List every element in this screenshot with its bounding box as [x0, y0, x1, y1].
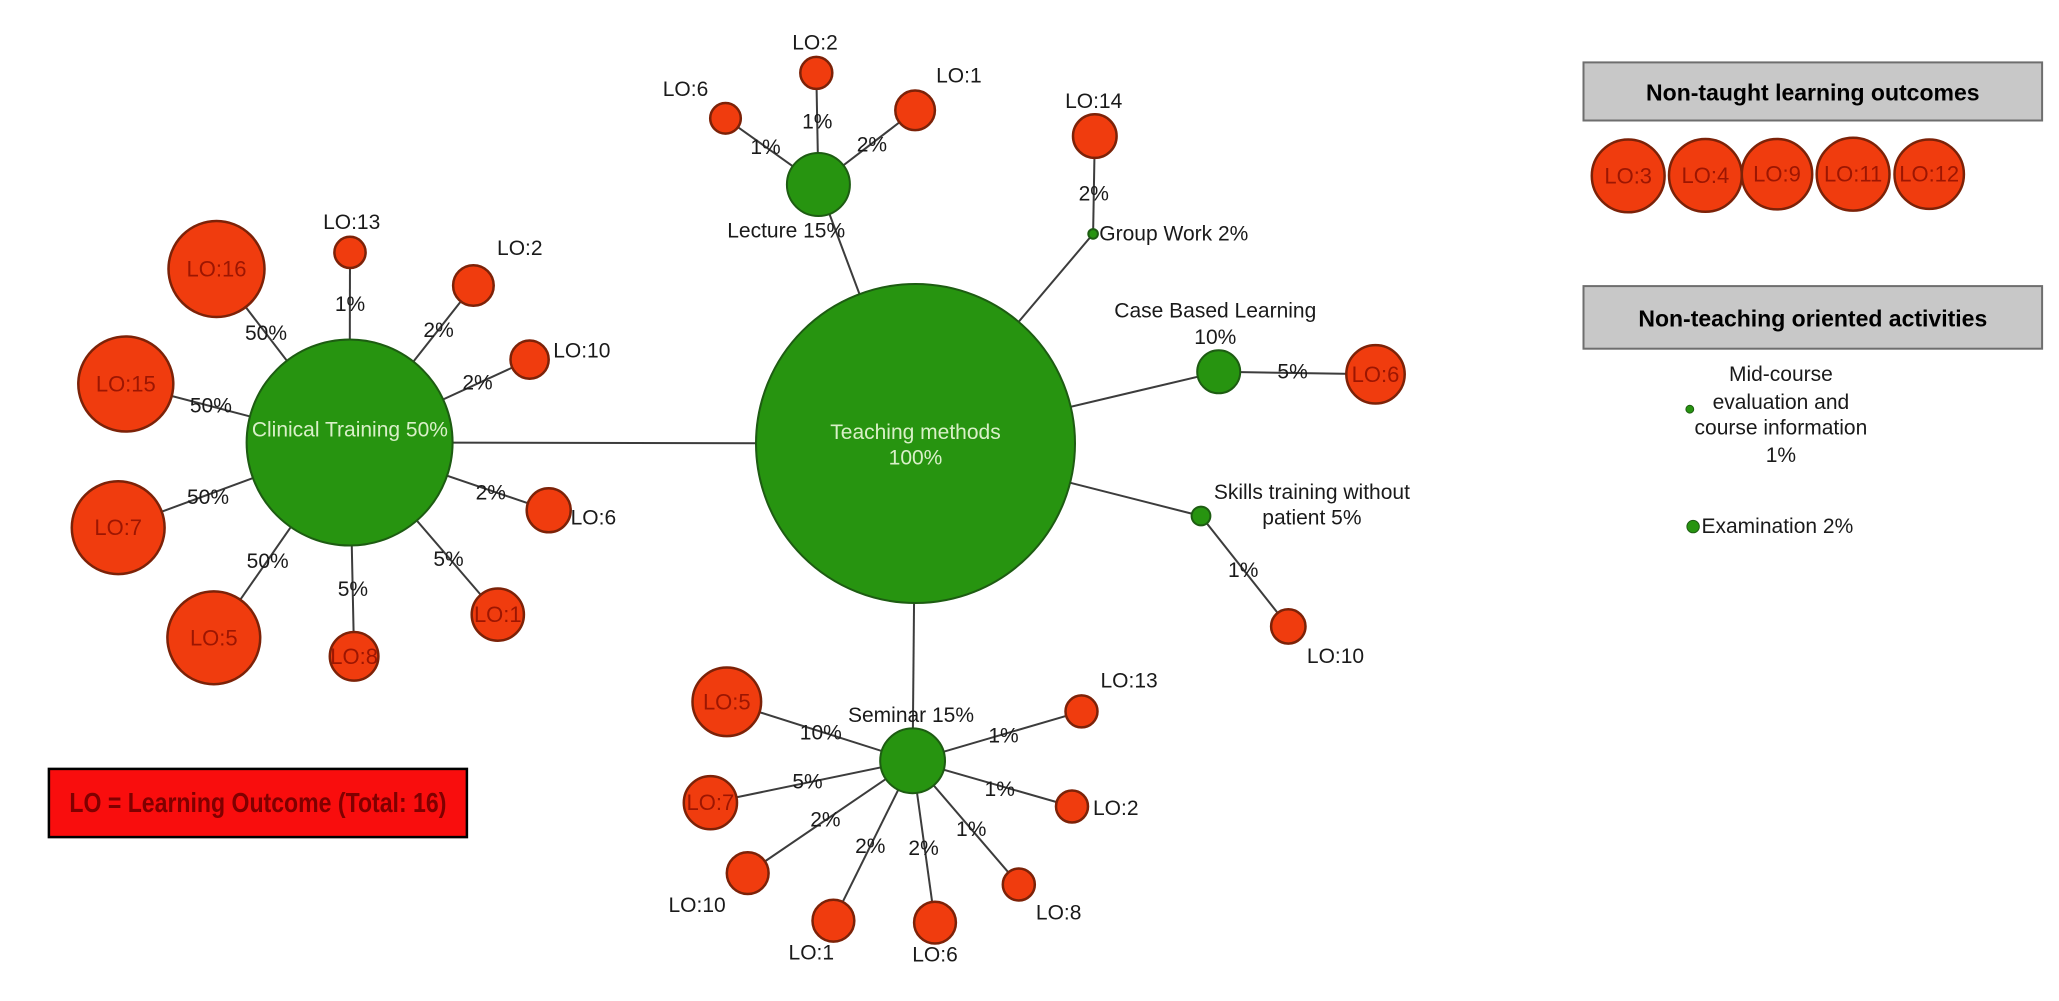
svg-text:1%: 1%	[985, 778, 1015, 801]
svg-text:LO:13: LO:13	[1100, 669, 1157, 692]
svg-text:Group Work 2%: Group Work 2%	[1099, 222, 1248, 245]
svg-text:5%: 5%	[433, 548, 463, 571]
svg-text:patient 5%: patient 5%	[1262, 507, 1361, 530]
svg-text:1%: 1%	[988, 725, 1018, 748]
svg-text:LO:16: LO:16	[187, 257, 247, 282]
svg-text:50%: 50%	[187, 486, 229, 509]
svg-text:1%: 1%	[335, 293, 365, 316]
svg-text:1%: 1%	[1766, 444, 1796, 467]
svg-text:50%: 50%	[247, 550, 289, 573]
svg-text:LO:6: LO:6	[1352, 362, 1400, 387]
svg-text:LO:2: LO:2	[792, 32, 838, 55]
svg-text:Non-taught learning outcomes: Non-taught learning outcomes	[1646, 80, 1980, 106]
svg-text:LO:7: LO:7	[687, 790, 735, 815]
svg-text:2%: 2%	[462, 371, 492, 394]
svg-text:50%: 50%	[190, 395, 232, 418]
svg-text:LO:15: LO:15	[96, 372, 156, 397]
svg-text:Examination 2%: Examination 2%	[1702, 515, 1854, 538]
svg-text:LO:10: LO:10	[668, 894, 725, 917]
svg-text:LO:5: LO:5	[703, 689, 751, 714]
svg-text:2%: 2%	[908, 837, 938, 860]
svg-text:LO:6: LO:6	[912, 944, 958, 967]
svg-text:LO:3: LO:3	[1604, 163, 1652, 188]
svg-text:LO:13: LO:13	[323, 211, 380, 234]
svg-text:LO:2: LO:2	[1093, 797, 1139, 820]
svg-text:LO:2: LO:2	[497, 237, 543, 260]
svg-text:1%: 1%	[956, 818, 986, 841]
svg-text:LO = Learning Outcome (Total:: LO = Learning Outcome (Total: 16)	[69, 787, 446, 818]
svg-text:LO:4: LO:4	[1682, 163, 1730, 188]
svg-text:5%: 5%	[338, 578, 368, 601]
svg-text:evaluation and: evaluation and	[1713, 391, 1850, 414]
svg-text:100%: 100%	[889, 447, 943, 470]
svg-text:LO:10: LO:10	[553, 339, 610, 362]
svg-text:Mid-course: Mid-course	[1729, 363, 1833, 386]
svg-text:Clinical Training 50%: Clinical Training 50%	[252, 418, 448, 441]
svg-text:50%: 50%	[245, 322, 287, 345]
svg-text:Non-teaching oriented activiti: Non-teaching oriented activities	[1638, 305, 1987, 331]
svg-text:1%: 1%	[802, 111, 832, 134]
svg-text:2%: 2%	[855, 835, 885, 858]
svg-text:LO:11: LO:11	[1824, 162, 1882, 187]
svg-text:LO:8: LO:8	[1036, 902, 1082, 925]
svg-text:LO:8: LO:8	[330, 644, 378, 669]
svg-text:10%: 10%	[1194, 326, 1236, 349]
svg-text:LO:12: LO:12	[1899, 162, 1959, 187]
svg-text:Teaching methods: Teaching methods	[830, 421, 1000, 444]
svg-text:LO:5: LO:5	[190, 625, 238, 650]
svg-text:Seminar 15%: Seminar 15%	[848, 704, 974, 727]
svg-text:2%: 2%	[476, 481, 506, 504]
svg-text:LO:1: LO:1	[789, 942, 835, 965]
svg-text:LO:14: LO:14	[1065, 90, 1123, 113]
svg-text:LO:9: LO:9	[1753, 162, 1801, 187]
svg-text:1%: 1%	[1228, 559, 1258, 582]
svg-text:LO:7: LO:7	[94, 515, 142, 540]
svg-text:Case Based Learning: Case Based Learning	[1114, 300, 1316, 323]
svg-text:LO:1: LO:1	[936, 64, 982, 87]
svg-text:1%: 1%	[750, 136, 780, 159]
svg-text:2%: 2%	[1079, 183, 1109, 206]
svg-text:LO:1: LO:1	[474, 602, 522, 627]
svg-text:5%: 5%	[792, 770, 822, 793]
svg-text:2%: 2%	[423, 319, 453, 342]
svg-text:Lecture 15%: Lecture 15%	[727, 220, 845, 243]
svg-text:10%: 10%	[800, 722, 842, 745]
svg-text:LO:6: LO:6	[571, 506, 617, 529]
svg-text:5%: 5%	[1277, 360, 1307, 383]
svg-text:2%: 2%	[857, 133, 887, 156]
svg-text:2%: 2%	[810, 808, 840, 831]
svg-text:course information: course information	[1695, 417, 1868, 440]
svg-text:Skills training without: Skills training without	[1214, 481, 1410, 504]
svg-text:LO:6: LO:6	[663, 78, 709, 101]
svg-text:LO:10: LO:10	[1307, 645, 1364, 668]
